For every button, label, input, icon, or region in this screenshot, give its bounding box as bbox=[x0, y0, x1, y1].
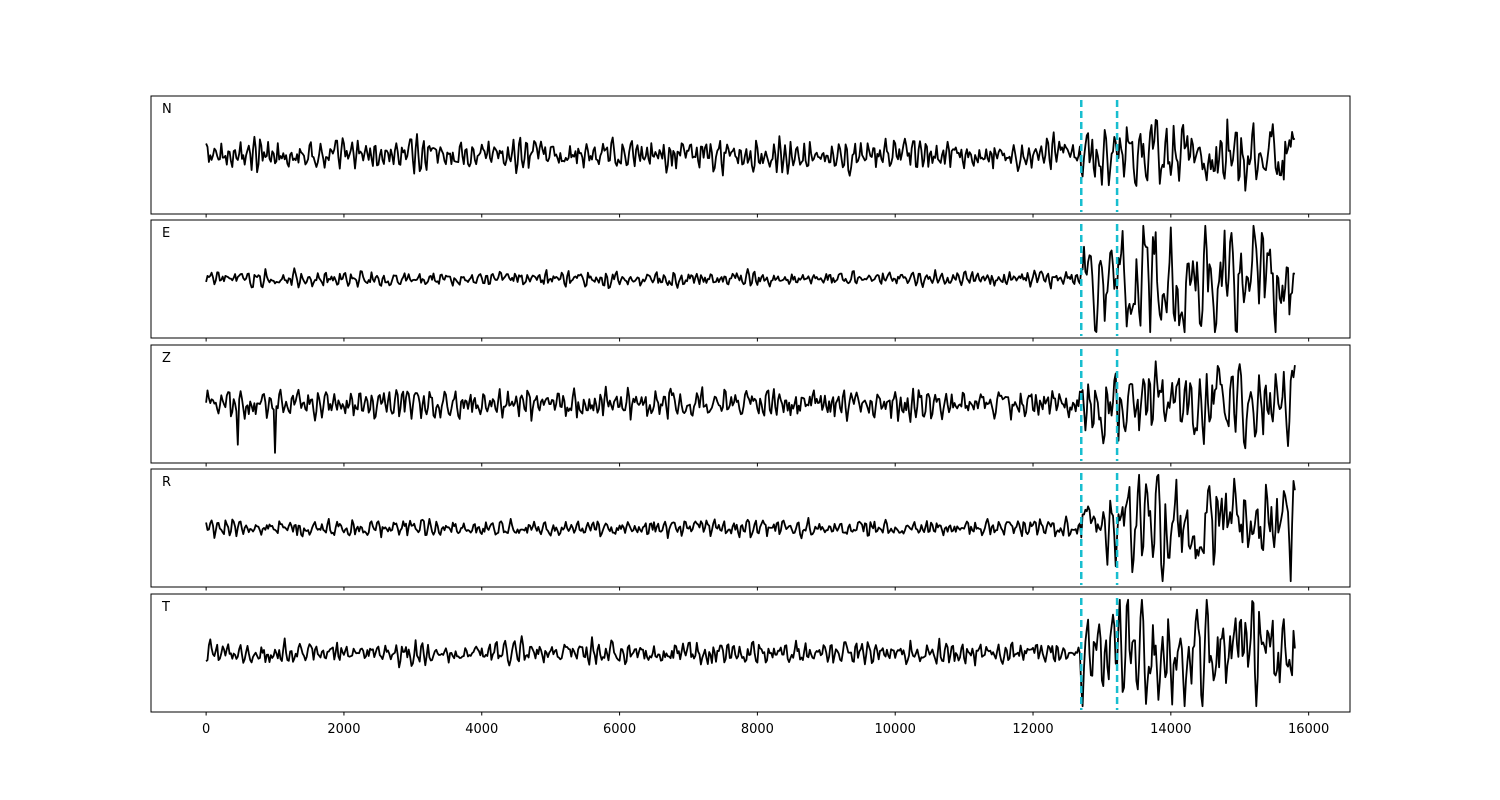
panel-label: E bbox=[162, 226, 170, 241]
panel-t: T bbox=[150, 593, 1351, 716]
panel-z: Z bbox=[150, 344, 1351, 467]
panel-label: R bbox=[162, 475, 171, 490]
panel-frame bbox=[150, 344, 1351, 464]
panel-frame bbox=[150, 95, 1351, 215]
panel-label: Z bbox=[162, 351, 171, 366]
panel-frame bbox=[150, 593, 1351, 713]
x-tick-label: 16000 bbox=[1288, 722, 1329, 737]
panel-frame bbox=[150, 219, 1351, 339]
panel-r: R bbox=[150, 468, 1351, 591]
waveform-trace bbox=[205, 118, 1296, 192]
x-tick-label: 4000 bbox=[465, 722, 498, 737]
x-tick-label: 8000 bbox=[741, 722, 774, 737]
waveform-trace bbox=[205, 224, 1296, 334]
panel-n: N bbox=[150, 95, 1351, 218]
x-tick-label: 6000 bbox=[603, 722, 636, 737]
x-axis: 0 2000 4000 6000 8000 10000 12000 14000 16000 bbox=[202, 722, 1329, 737]
x-tick-label: 0 bbox=[202, 722, 210, 737]
x-tick-label: 14000 bbox=[1150, 722, 1191, 737]
panel-label: N bbox=[162, 102, 172, 117]
x-tick-label: 10000 bbox=[875, 722, 916, 737]
waveform-trace bbox=[205, 598, 1296, 708]
waveform-trace bbox=[205, 360, 1296, 454]
waveform-trace bbox=[205, 473, 1296, 583]
panel-e: E bbox=[150, 219, 1351, 342]
x-tick-label: 2000 bbox=[327, 722, 360, 737]
panel-frame bbox=[150, 468, 1351, 588]
panel-label: T bbox=[161, 600, 170, 615]
panels: N E Z R T bbox=[150, 95, 1351, 716]
x-tick-label: 12000 bbox=[1012, 722, 1053, 737]
